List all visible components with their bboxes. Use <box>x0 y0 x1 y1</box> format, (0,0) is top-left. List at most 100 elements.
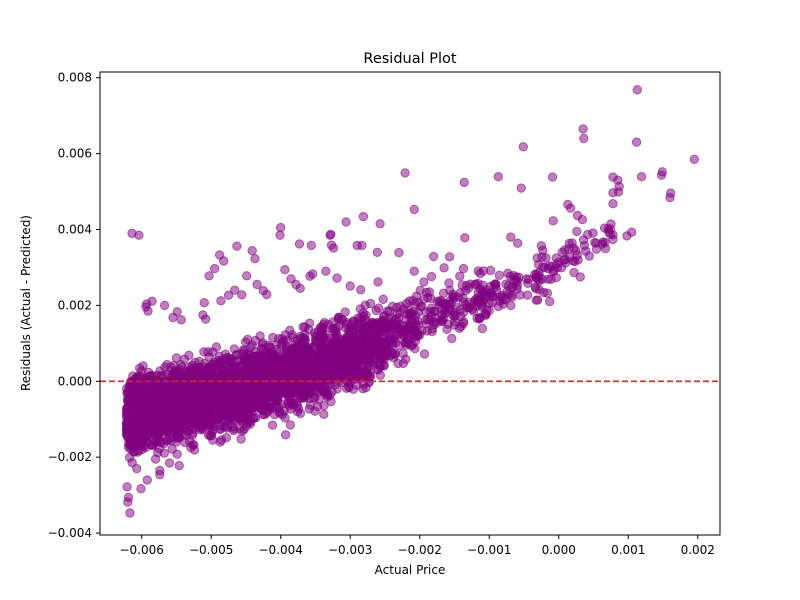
data-point <box>419 277 429 287</box>
data-point <box>437 309 447 320</box>
data-point <box>155 470 165 480</box>
data-point <box>329 366 339 377</box>
data-point <box>141 422 152 432</box>
data-point <box>442 324 452 334</box>
y-tick-label: −0.002 <box>48 450 92 464</box>
data-point <box>239 390 249 400</box>
data-point <box>159 448 170 458</box>
data-point <box>242 271 252 281</box>
data-point <box>296 366 306 377</box>
data-point <box>350 337 361 347</box>
data-point <box>174 460 184 471</box>
data-point <box>631 137 642 147</box>
data-point <box>598 237 608 247</box>
data-point <box>304 318 315 328</box>
data-point <box>409 204 419 215</box>
data-point <box>513 238 523 248</box>
data-point <box>251 413 261 423</box>
data-point <box>130 431 141 441</box>
data-point <box>288 398 299 408</box>
data-point <box>285 325 295 335</box>
data-point <box>531 295 541 305</box>
data-point <box>545 296 555 307</box>
data-point <box>622 231 632 241</box>
data-point <box>189 445 200 455</box>
data-point <box>318 346 329 356</box>
data-point <box>357 240 367 251</box>
data-point <box>392 308 402 319</box>
data-point <box>348 316 358 326</box>
data-point <box>199 298 210 308</box>
data-point <box>403 335 414 345</box>
data-point <box>150 454 161 464</box>
data-point <box>161 426 171 436</box>
data-point <box>172 449 182 459</box>
data-point <box>215 437 225 447</box>
data-point <box>543 274 553 284</box>
data-point <box>608 234 618 245</box>
data-point <box>493 172 503 182</box>
data-point <box>287 357 297 367</box>
data-point <box>506 300 516 311</box>
data-point <box>361 337 372 347</box>
data-point <box>305 344 315 354</box>
data-point <box>572 226 582 237</box>
x-tick-label: −0.001 <box>467 543 511 557</box>
data-point <box>373 277 383 287</box>
data-point <box>225 412 235 422</box>
data-point <box>448 293 459 304</box>
data-point <box>340 307 350 317</box>
data-point <box>250 335 261 346</box>
data-point <box>309 387 319 397</box>
data-point <box>665 192 675 203</box>
data-point <box>160 362 170 372</box>
x-tick-label: −0.006 <box>119 543 163 557</box>
x-tick-label: 0.000 <box>542 543 576 557</box>
data-point <box>143 407 154 418</box>
y-axis-ticks: −0.004 −0.002 0.000 0.002 0.004 0.006 0.008 <box>48 71 100 540</box>
data-point <box>204 271 214 281</box>
data-point <box>304 374 314 385</box>
data-point <box>557 247 567 258</box>
y-tick-label: 0.004 <box>58 222 92 236</box>
data-point <box>475 268 485 279</box>
data-point <box>426 271 437 282</box>
data-point <box>378 294 388 304</box>
data-point <box>409 266 419 276</box>
data-point <box>569 267 579 278</box>
data-point <box>322 392 332 402</box>
data-point <box>506 232 516 242</box>
data-point <box>273 393 283 403</box>
data-point <box>416 301 426 311</box>
data-point <box>584 251 594 261</box>
x-tick-label: −0.002 <box>398 543 442 557</box>
data-point <box>512 284 522 294</box>
data-point <box>214 250 225 260</box>
data-point <box>275 230 285 240</box>
data-point <box>192 369 202 379</box>
data-point <box>331 352 341 362</box>
data-point <box>579 133 589 144</box>
data-point <box>507 292 517 302</box>
data-point <box>356 285 366 295</box>
data-point <box>428 251 439 262</box>
data-point <box>347 326 358 336</box>
data-point <box>331 332 341 342</box>
data-point <box>263 385 273 395</box>
data-point <box>247 246 257 256</box>
data-point <box>613 187 624 197</box>
data-point <box>470 295 480 305</box>
data-point <box>180 437 190 448</box>
data-point <box>459 177 469 188</box>
y-axis-label: Residuals (Actual - Predicted) <box>19 215 33 391</box>
data-point <box>534 285 544 295</box>
data-point <box>575 272 585 282</box>
data-point <box>179 429 189 440</box>
data-point <box>227 387 238 398</box>
data-point <box>531 272 541 283</box>
x-axis-ticks: −0.006 −0.005 −0.004 −0.003 −0.002 −0.001 0.00… <box>119 535 715 557</box>
data-point <box>328 243 339 253</box>
data-point <box>408 296 418 306</box>
data-point <box>189 416 199 426</box>
